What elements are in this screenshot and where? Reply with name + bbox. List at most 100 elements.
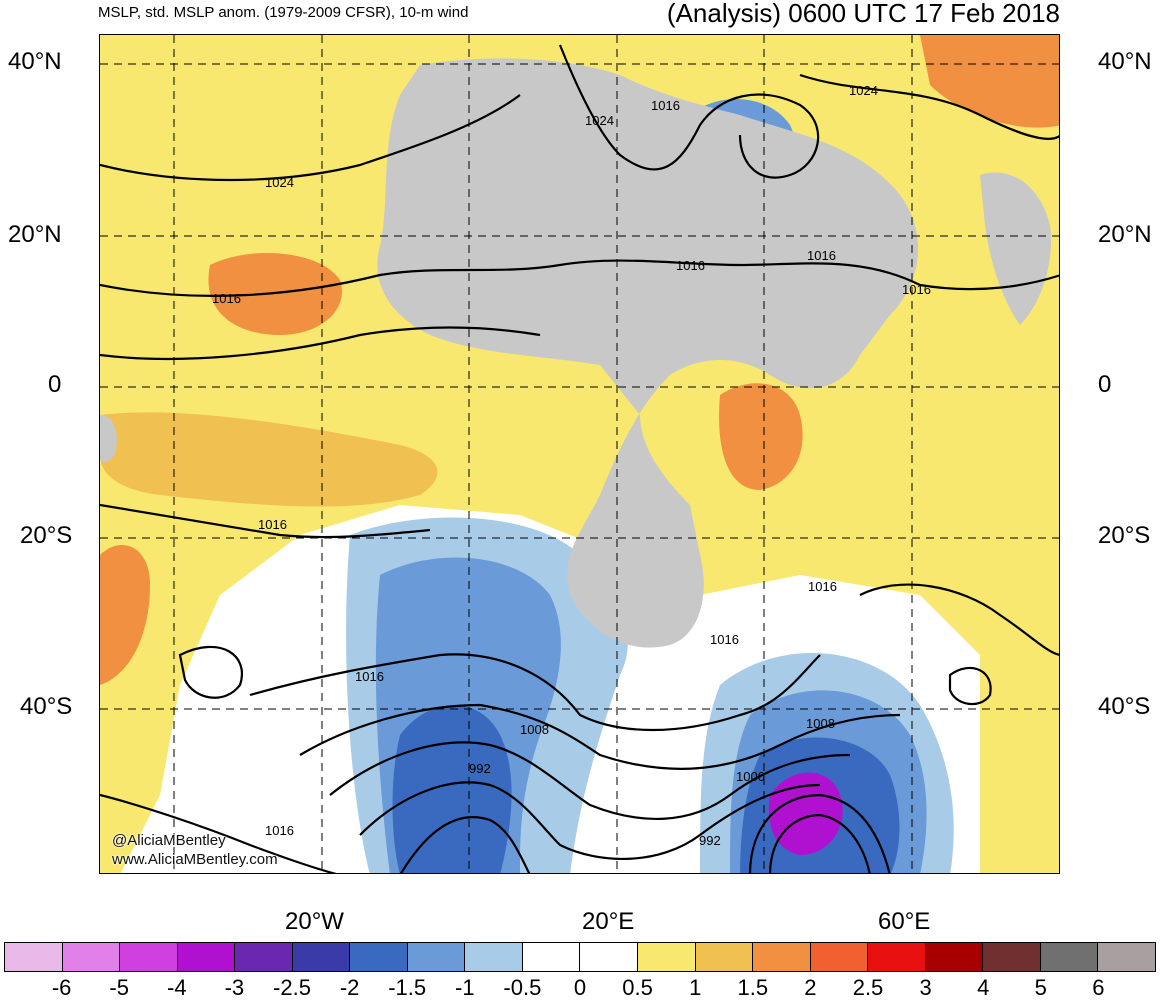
- colorbar-cell: [62, 943, 121, 971]
- colorbar-cell: [120, 943, 178, 971]
- map-title-left: MSLP, std. MSLP anom. (1979-2009 CFSR), …: [98, 4, 469, 21]
- lat-label-left: 40°S: [20, 693, 73, 720]
- lat-label-left: 20°S: [20, 522, 73, 549]
- contour-label: 1016: [710, 632, 739, 647]
- isobar: [100, 503, 431, 539]
- contour-label: 992: [469, 761, 491, 776]
- isobar: [799, 73, 1059, 140]
- isobar: [100, 793, 337, 873]
- colorbar-tick-label: 6: [1092, 975, 1105, 1000]
- lat-label-right: 40°N: [1098, 48, 1152, 75]
- colorbar-tick-label: 5: [1034, 975, 1047, 1000]
- colorbar-tick-label: -1.5: [388, 975, 427, 1000]
- anomaly-positive-orange: [719, 383, 803, 490]
- colorbar: [4, 942, 1156, 972]
- credit-url[interactable]: www.AliciaMBentley.com: [112, 851, 278, 868]
- colorbar-tick-label: 2.5: [852, 975, 884, 1000]
- isobar: [178, 645, 243, 699]
- colorbar-tick-label: -6: [51, 975, 72, 1000]
- colorbar-cell: [292, 943, 351, 971]
- isobar: [299, 703, 901, 771]
- isobar: [329, 741, 851, 821]
- isobar: [100, 94, 521, 182]
- anomaly-positive-orange: [100, 412, 438, 507]
- anomaly-positive-orange: [920, 35, 1059, 128]
- lon-label: 20°E: [582, 908, 635, 935]
- colorbar-tick-label: 0: [573, 975, 587, 1000]
- contour-label: 1008: [806, 716, 835, 731]
- lat-label-right: 20°N: [1098, 221, 1152, 248]
- colorbar-tick-label: -4: [167, 975, 187, 1000]
- isobar: [100, 259, 1059, 297]
- land-gray-india: [980, 172, 1051, 325]
- colorbar-tick-label: 0.5: [622, 975, 653, 1000]
- colorbar-cell: [925, 943, 984, 971]
- contour-label: 1016: [265, 823, 294, 838]
- isobar: [249, 653, 821, 732]
- colorbar-cell: [235, 943, 293, 971]
- anomaly-negative-purple: [768, 772, 843, 855]
- colorbar-tick-label: 3: [919, 975, 932, 1000]
- lon-label: 60°E: [878, 908, 931, 935]
- colorbar-tick-label: -3: [224, 975, 245, 1000]
- colorbar-cell: [522, 943, 581, 971]
- colorbar-cell: [5, 943, 63, 971]
- colorbar-tick-label: 4: [977, 975, 990, 1000]
- colorbar-cell: [753, 943, 811, 971]
- credit-handle: @AliciaMBentley: [112, 832, 226, 849]
- isobars: [100, 44, 1059, 873]
- map-panel[interactable]: 1024 1016 1024 1016 1024 1016 1016 1016 …: [99, 34, 1060, 874]
- contour-label: 1016: [902, 282, 931, 297]
- colorbar-cell: [177, 943, 236, 971]
- contour-label: 1016: [807, 248, 836, 263]
- graticule: [100, 35, 1059, 873]
- contour-label: 1008: [520, 722, 549, 737]
- colorbar-tick-label: -2.5: [273, 975, 311, 1000]
- colorbar-cell: [580, 943, 639, 971]
- contour-label: 1000: [736, 769, 765, 784]
- colorbar-tick-label: -1: [455, 975, 475, 1000]
- isobar: [100, 326, 541, 360]
- contour-label: 1016: [651, 98, 680, 113]
- contour-label: 1024: [265, 175, 294, 190]
- anomaly-positive-yellow: [980, 655, 1059, 873]
- colorbar-tick-label: 1.5: [737, 975, 769, 1000]
- contour-label: 1016: [355, 669, 384, 684]
- anomaly-positive-orange: [100, 545, 150, 685]
- isobar: [859, 583, 1059, 656]
- colorbar-tick-label: 1: [689, 975, 702, 1000]
- land-gray-africa: [377, 58, 919, 648]
- colorbar-cell: [638, 943, 696, 971]
- contour-label: 1024: [849, 83, 878, 98]
- contour-label: 1016: [676, 258, 705, 273]
- colorbar-cell: [407, 943, 466, 971]
- contour-label: 1016: [808, 579, 837, 594]
- colorbar-cell: [350, 943, 408, 971]
- map-svg: 1024 1016 1024 1016 1024 1016 1016 1016 …: [100, 35, 1059, 873]
- isobar: [748, 793, 891, 873]
- contour-label: 1016: [212, 291, 241, 306]
- contour-label: 1016: [258, 517, 287, 532]
- colorbar-tick-label: -0.5: [503, 975, 542, 1000]
- colorbar-cell: [695, 943, 754, 971]
- lat-label-right: 40°S: [1098, 693, 1151, 720]
- colorbar-tick-label: -2: [339, 975, 360, 1000]
- map-title-right: (Analysis) 0600 UTC 17 Feb 2018: [666, 0, 1060, 28]
- isobar: [769, 813, 871, 873]
- land-gray-west-atlantic: [100, 415, 117, 463]
- isobar: [359, 781, 821, 861]
- lat-label-left: 20°N: [8, 221, 62, 248]
- colorbar-tick-label: 2: [804, 975, 817, 1000]
- isobar: [558, 44, 820, 179]
- lat-label-right: 20°S: [1098, 522, 1151, 549]
- colorbar-tick-label: -5: [109, 975, 129, 1000]
- contour-labels: 1024 1016 1024 1016 1024 1016 1016 1016 …: [212, 83, 931, 848]
- anomaly-negative-blue: [392, 705, 512, 873]
- lat-label-left: 0: [48, 371, 62, 398]
- isobar: [399, 816, 531, 873]
- colorbar-cell: [1040, 943, 1099, 971]
- colorbar-cell: [983, 943, 1041, 971]
- contour-label: 1024: [585, 113, 614, 128]
- lat-label-left: 40°N: [8, 48, 62, 75]
- colorbar-cell: [810, 943, 869, 971]
